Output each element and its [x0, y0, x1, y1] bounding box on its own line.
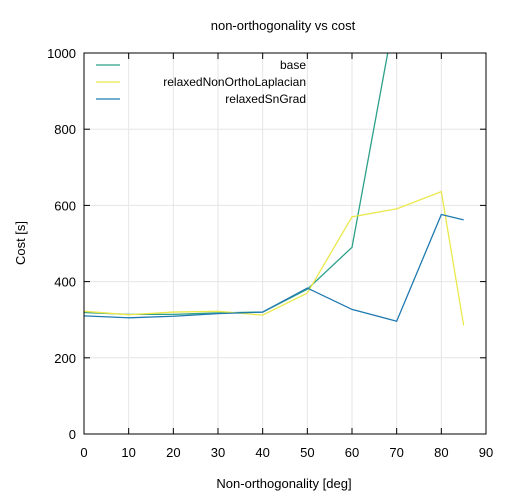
x-tick-label: 40	[255, 445, 269, 460]
legend: base relaxedNonOrthoLaplacian relaxedSnGra…	[96, 58, 306, 106]
y-tick-label: 800	[54, 122, 76, 137]
x-tick-label: 80	[434, 445, 448, 460]
legend-label: relaxedNonOrthoLaplacian	[163, 75, 306, 89]
x-tick-label: 70	[389, 445, 403, 460]
series-lines	[83, 52, 465, 326]
x-tick-label: 90	[479, 445, 493, 460]
x-tick-label: 20	[166, 445, 180, 460]
y-tick-label: 0	[69, 427, 76, 442]
grid-lines	[84, 53, 486, 434]
axis-ticks	[83, 52, 487, 435]
chart-title: non-orthogonality vs cost	[211, 18, 356, 33]
x-tick-label: 0	[80, 445, 87, 460]
plot-frame	[83, 52, 487, 435]
y-tick-label: 400	[54, 275, 76, 290]
y-tick-label: 200	[54, 351, 76, 366]
legend-label: base	[280, 58, 306, 72]
x-tick-label: 10	[121, 445, 135, 460]
y-axis-label: Cost [s]	[13, 221, 28, 265]
legend-label: relaxedSnGrad	[225, 92, 306, 106]
tick-labels: 0 10 20 30 40 50 60 70 80 90 0 200 400 600 800 1000	[47, 46, 493, 460]
y-tick-label: 600	[54, 198, 76, 213]
x-tick-label: 30	[211, 445, 225, 460]
series-line-relaxedSnGrad	[83, 213, 464, 322]
series-line-relaxedNonOrthoLaplacian	[83, 190, 465, 326]
x-axis-label: Non-orthogonality [deg]	[216, 476, 351, 491]
y-tick-label: 1000	[47, 46, 76, 61]
x-tick-label: 60	[345, 445, 359, 460]
x-tick-label: 50	[300, 445, 314, 460]
